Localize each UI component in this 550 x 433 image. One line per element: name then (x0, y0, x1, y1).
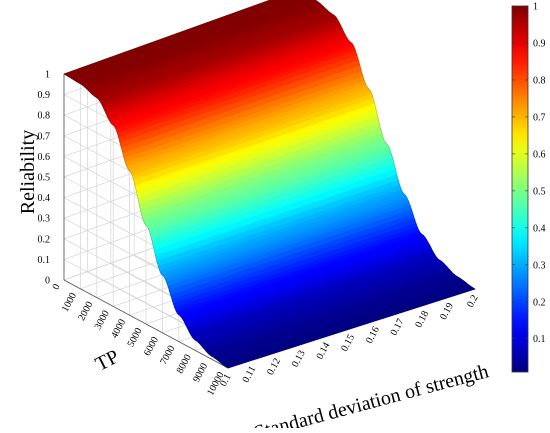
z-tick-label: 0 (45, 276, 50, 287)
colorbar-tick-label: 0.6 (533, 149, 546, 160)
x-tick-label: 0.16 (364, 325, 382, 346)
colorbar-gradient (511, 5, 529, 373)
axis-frame-line (63, 279, 229, 369)
z-tick-label: 0.8 (38, 111, 51, 122)
x-tick-label: 0.15 (339, 333, 357, 354)
y-tick-label: 1000 (60, 291, 79, 314)
y-tick-label: 9000 (191, 361, 210, 384)
z-tick-label: 0.1 (38, 255, 51, 266)
colorbar-tick-label: 0.8 (533, 75, 546, 86)
z-tick-label: 0.3 (38, 214, 51, 225)
x-tick-label: 0.14 (315, 341, 333, 362)
colorbar-tick-label: 0.1 (533, 334, 546, 345)
colorbar-tick-label: 0.7 (533, 112, 546, 123)
y-axis-title: TP (92, 346, 123, 376)
z-tick-label: 1 (45, 70, 50, 81)
z-tick-label: 0.6 (38, 152, 51, 163)
y-tick-label: 8000 (175, 353, 194, 376)
z-tick-label: 0.2 (38, 234, 51, 245)
x-tick-label: 0.19 (438, 301, 456, 322)
colorbar-tick-label: 0.2 (533, 297, 546, 308)
x-tick-label: 0.1 (218, 372, 234, 388)
x-tick-label: 0.18 (413, 309, 431, 330)
z-tick-label: 0.4 (38, 193, 51, 204)
y-tick-label: 5000 (126, 326, 145, 349)
z-tick-label: 0.7 (38, 131, 51, 142)
colorbar-tick-label: 0.9 (533, 38, 546, 49)
colorbar-tick-label: 0.4 (533, 223, 546, 234)
y-tick-label: 4000 (109, 317, 128, 340)
x-tick-label: 0.12 (265, 356, 283, 377)
z-tick-label: 0.5 (38, 173, 51, 184)
x-tick-label: 0.2 (465, 293, 481, 309)
y-tick-label: 6000 (142, 335, 161, 358)
x-tick-label: 0.17 (389, 317, 407, 338)
x-axis-title: Standard deviation of strength (252, 360, 491, 428)
y-tick-label: 0 (51, 282, 63, 292)
colorbar-tick-label: 0.3 (533, 260, 546, 271)
colorbar: 0.1 0.2 0.3 0.4 0.5 0.6 0.7 0.8 0.9 1 (511, 2, 546, 373)
y-tick-label: 7000 (158, 344, 177, 367)
surface-patch (225, 287, 476, 369)
z-axis-title: Reliability (17, 130, 39, 214)
z-tick-label: 0.9 (38, 90, 51, 101)
reliability-surface (63, 0, 476, 369)
x-tick-label: 0.11 (241, 364, 259, 384)
x-tick-label: 0.13 (290, 349, 308, 370)
surface-edge-right (314, 0, 476, 290)
colorbar-tick-label: 1 (533, 2, 538, 13)
y-tick-label: 2000 (76, 300, 95, 323)
surface-edge-left (63, 73, 229, 369)
colorbar-tick-label: 0.5 (533, 186, 546, 197)
y-tick-label: 3000 (93, 309, 112, 332)
